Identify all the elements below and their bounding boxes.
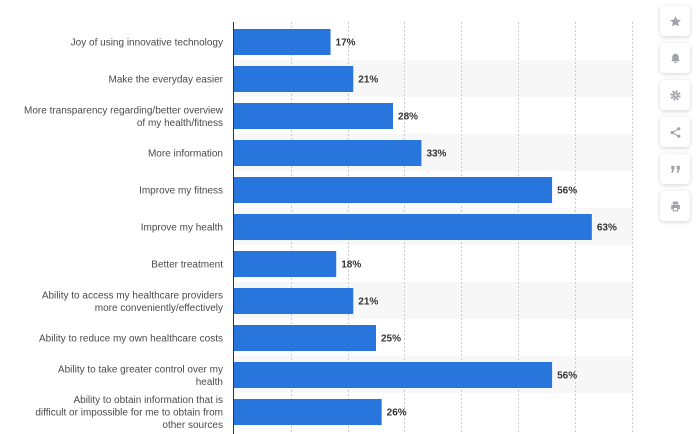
value-label: 18% (341, 260, 361, 271)
category-label: Make the everyday easier (108, 75, 223, 86)
category-label: Ability to reduce my own healthcare cost… (39, 334, 223, 345)
value-label: 56% (557, 371, 577, 382)
category-labels: Joy of using innovative technology Make t… (24, 38, 224, 432)
category-label: Better treatment (151, 260, 223, 271)
category-label: Ability to take greater control over my h… (58, 364, 223, 388)
category-label: Ability to access my healthcare provider… (42, 290, 223, 314)
cite-button[interactable] (660, 154, 690, 184)
category-label: Improve my health (141, 223, 223, 234)
print-icon (670, 201, 680, 211)
share-icon (670, 126, 680, 138)
category-label: More transparency regarding/better overv… (24, 105, 224, 129)
bar[interactable] (234, 177, 553, 203)
value-label: 25% (381, 334, 401, 345)
value-label: 26% (387, 408, 407, 419)
value-label: 21% (358, 297, 378, 308)
category-label: More information (148, 149, 223, 160)
bar-chart: 17% 21% 28% 33% 56% 63% 18% 21% 25% 56% 26% Joy of… (24, 22, 633, 434)
bar[interactable] (234, 140, 422, 166)
value-label: 17% (336, 38, 356, 49)
print-button[interactable] (660, 191, 690, 221)
bar[interactable] (234, 103, 394, 129)
value-label: 28% (398, 112, 418, 123)
value-label: 33% (426, 149, 446, 160)
value-label: 56% (557, 186, 577, 197)
quote-icon (670, 165, 680, 173)
bar[interactable] (234, 362, 553, 388)
category-label: Joy of using innovative technology (71, 38, 223, 49)
bar[interactable] (234, 251, 337, 277)
bar[interactable] (234, 325, 376, 351)
bar[interactable] (234, 399, 382, 425)
notification-button[interactable] (660, 43, 690, 73)
star-icon (669, 15, 681, 26)
value-labels: 17% 21% 28% 33% 56% 63% 18% 21% 25% 56% 26% (336, 38, 617, 419)
bell-icon (670, 53, 680, 63)
gear-icon (669, 89, 681, 101)
bar[interactable] (234, 66, 354, 92)
chart-toolbar (660, 6, 690, 221)
bar[interactable] (234, 29, 331, 55)
settings-button[interactable] (660, 80, 690, 110)
bars (234, 29, 592, 425)
share-button[interactable] (660, 117, 690, 147)
bar[interactable] (234, 288, 354, 314)
bar[interactable] (234, 214, 592, 240)
favorite-button[interactable] (660, 6, 690, 36)
value-label: 63% (597, 223, 617, 234)
value-label: 21% (358, 75, 378, 86)
category-label: Ability to obtain information that is dif… (35, 395, 223, 431)
category-label: Improve my fitness (139, 186, 223, 197)
